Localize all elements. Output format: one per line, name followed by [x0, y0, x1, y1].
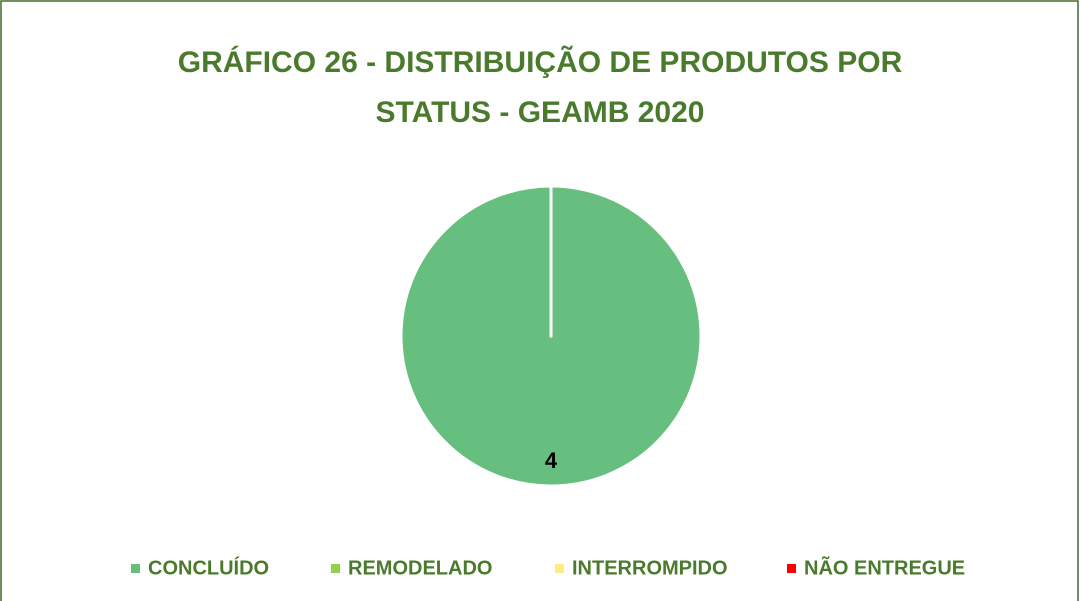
legend-label: REMODELADO	[348, 557, 492, 579]
chart-title: GRÁFICO 26 - DISTRIBUIÇÃO DE PRODUTOS PO…	[177, 46, 903, 129]
legend-marker	[131, 564, 140, 573]
legend-marker	[555, 564, 564, 573]
legend-label: CONCLUÍDO	[148, 556, 269, 579]
legend-label: NÃO ENTREGUE	[804, 556, 965, 579]
legend-marker	[787, 564, 796, 573]
legend-label: INTERROMPIDO	[572, 557, 728, 579]
legend-marker	[331, 564, 340, 573]
data-label: 4	[545, 448, 558, 473]
